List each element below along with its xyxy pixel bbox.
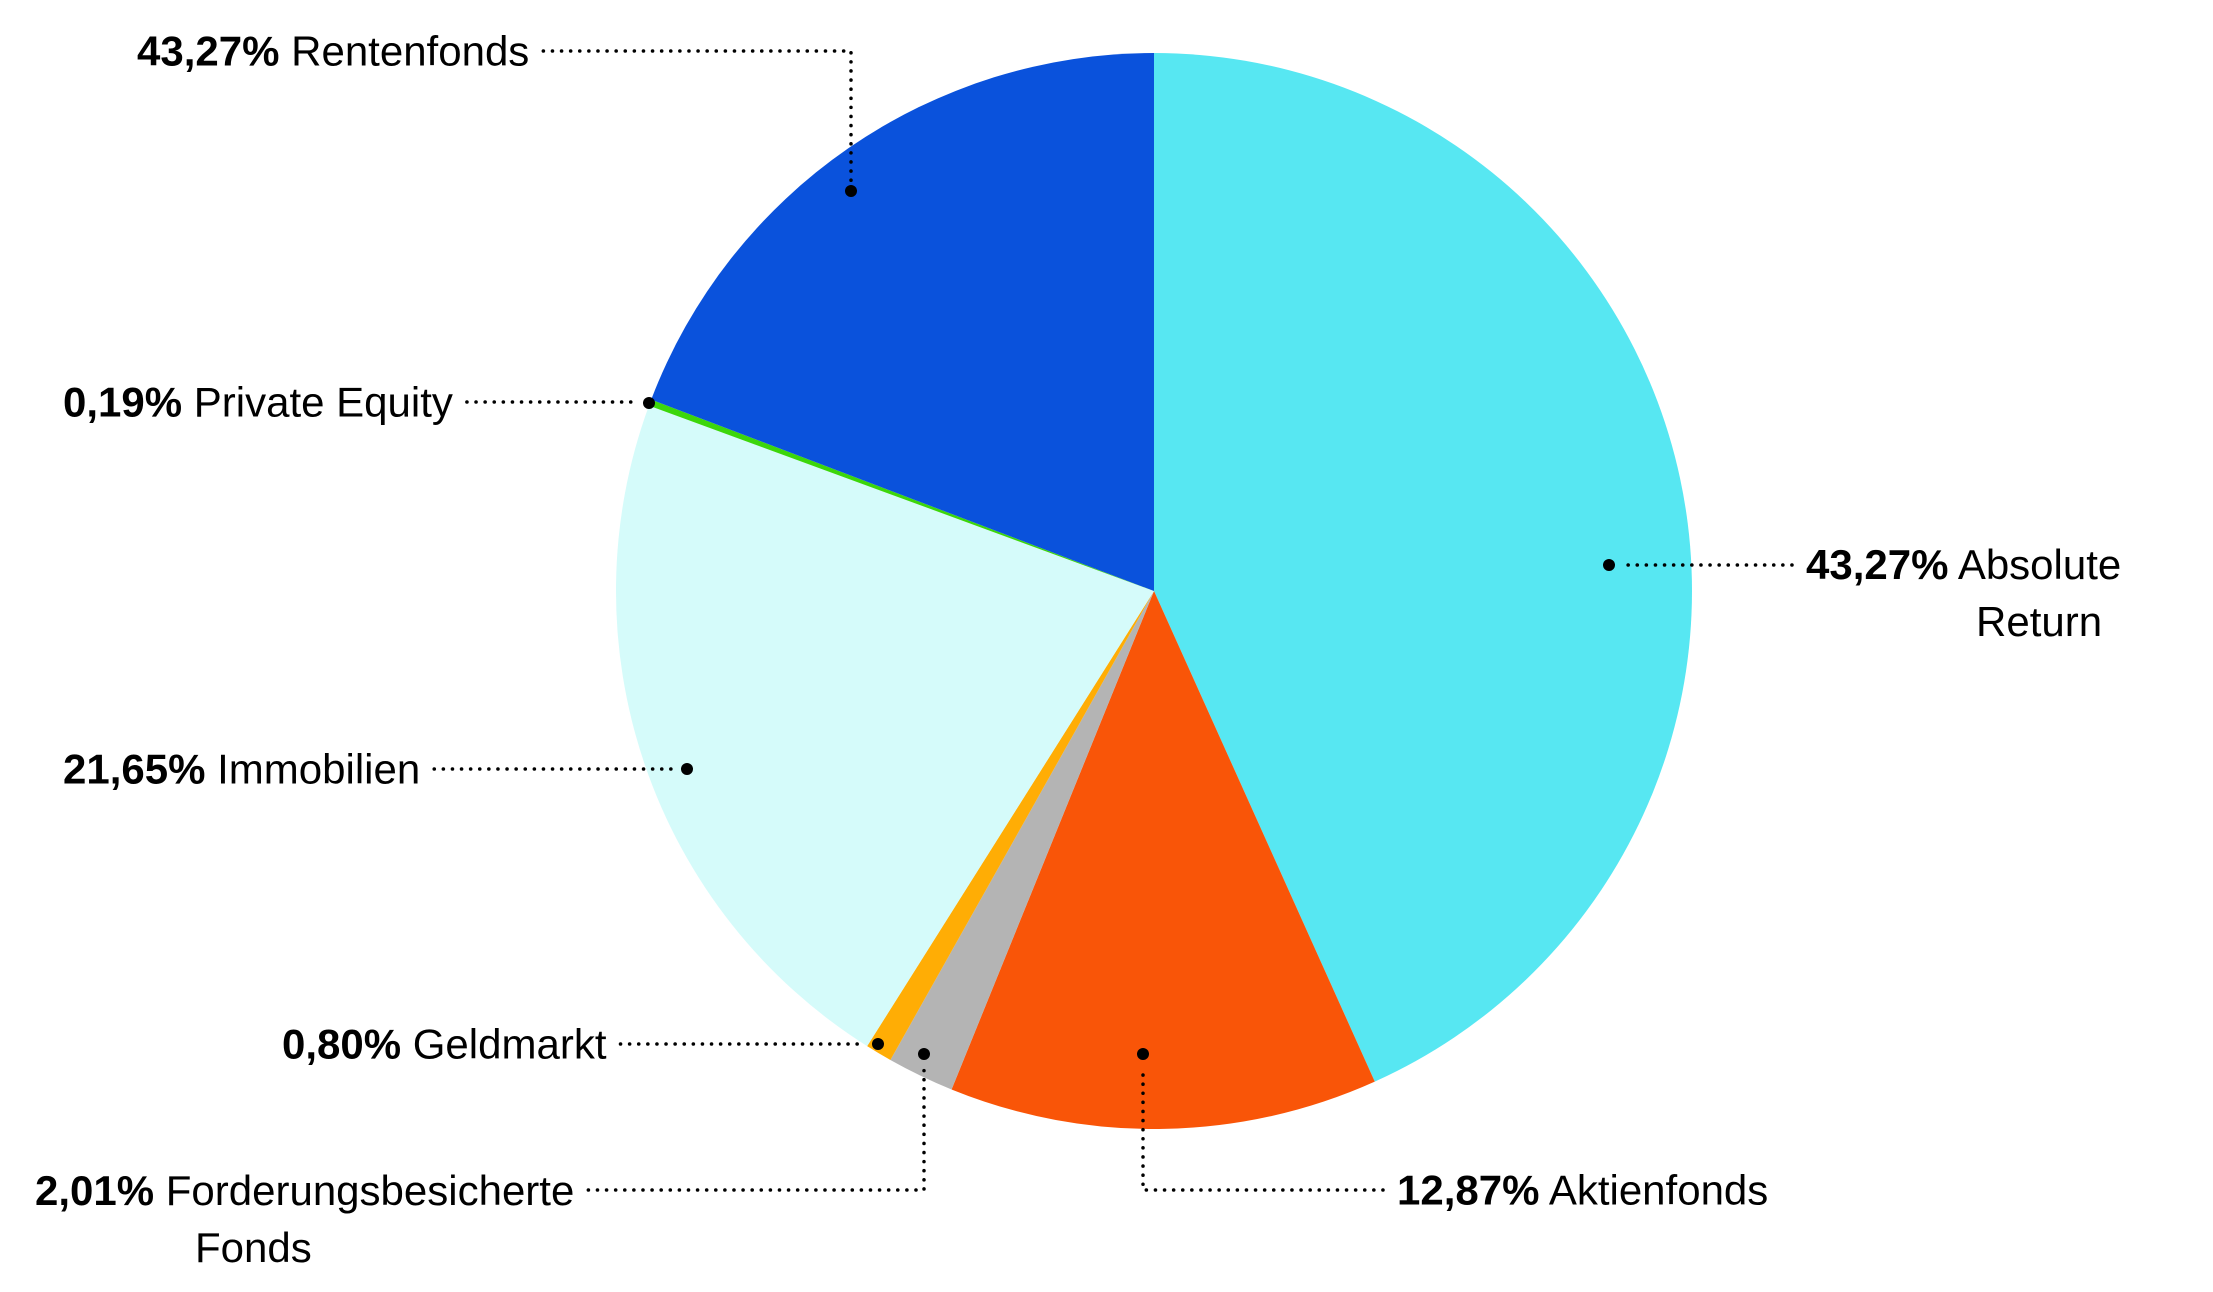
label-forderungsbesicherte-name: Forderungsbesicherte [165,1167,575,1214]
label-immobilien-pct: 21,65% [63,745,206,793]
leader-dot [1603,559,1615,571]
leader-dot [918,1048,930,1060]
leader-dot [643,397,655,409]
label-private-equity-name: Private Equity [193,378,453,426]
label-forderungsbesicherte-line1: 2,01% Forderungsbesicherte [35,1162,574,1219]
label-absolute-return-name: Absolute [1957,541,2122,588]
label-absolute-return: 43,27% Absolute Return [1806,536,2121,650]
label-private-equity-pct: 0,19% [63,378,183,426]
pie-slice-aktienfonds [951,591,1375,1129]
leader-dot [872,1038,884,1050]
pie-slice-absolute-return [1154,53,1692,1082]
leader-dot [1137,1048,1149,1060]
label-absolute-return-line1: 43,27% Absolute [1806,536,2121,593]
label-immobilien-name: Immobilien [217,745,421,793]
pie-slice-immobilien [615,405,1154,1047]
label-forderungsbesicherte-fonds: 2,01% Forderungsbesicherte Fonds [35,1162,574,1276]
label-absolute-return-name2: Return [1976,598,2103,645]
label-absolute-return-pct: 43,27% [1806,541,1949,588]
pie-slice-private-equity [648,399,1154,591]
label-aktienfonds: 12,87% Aktienfonds [1397,1162,1768,1219]
label-rentenfonds: 43,27% Rentenfonds [137,23,529,80]
leader-line [541,49,853,183]
label-forderungsbesicherte-name2: Fonds [195,1224,312,1271]
label-private-equity: 0,19% Private Equity [63,374,453,431]
label-geldmarkt-name: Geldmarkt [412,1020,607,1068]
label-aktienfonds-pct: 12,87% [1397,1166,1540,1214]
leader-line [586,1064,926,1192]
pie-slice-geldmarkt [867,591,1154,1060]
leader-dot [681,763,693,775]
label-forderungsbesicherte-pct: 2,01% [35,1167,155,1214]
pie-slice-rentenfonds [651,53,1154,591]
label-absolute-return-line2: Return [1806,593,2121,650]
leader-dot [845,185,857,197]
label-geldmarkt-pct: 0,80% [282,1020,402,1068]
label-rentenfonds-pct: 43,27% [137,27,280,75]
label-rentenfonds-name: Rentenfonds [291,27,530,75]
label-immobilien: 21,65% Immobilien [63,741,420,798]
label-aktienfonds-name: Aktienfonds [1548,1166,1769,1214]
label-forderungsbesicherte-line2: Fonds [35,1219,574,1276]
pie-slice-forderungsbesicherte-fonds [890,591,1154,1090]
label-geldmarkt: 0,80% Geldmarkt [282,1016,606,1073]
